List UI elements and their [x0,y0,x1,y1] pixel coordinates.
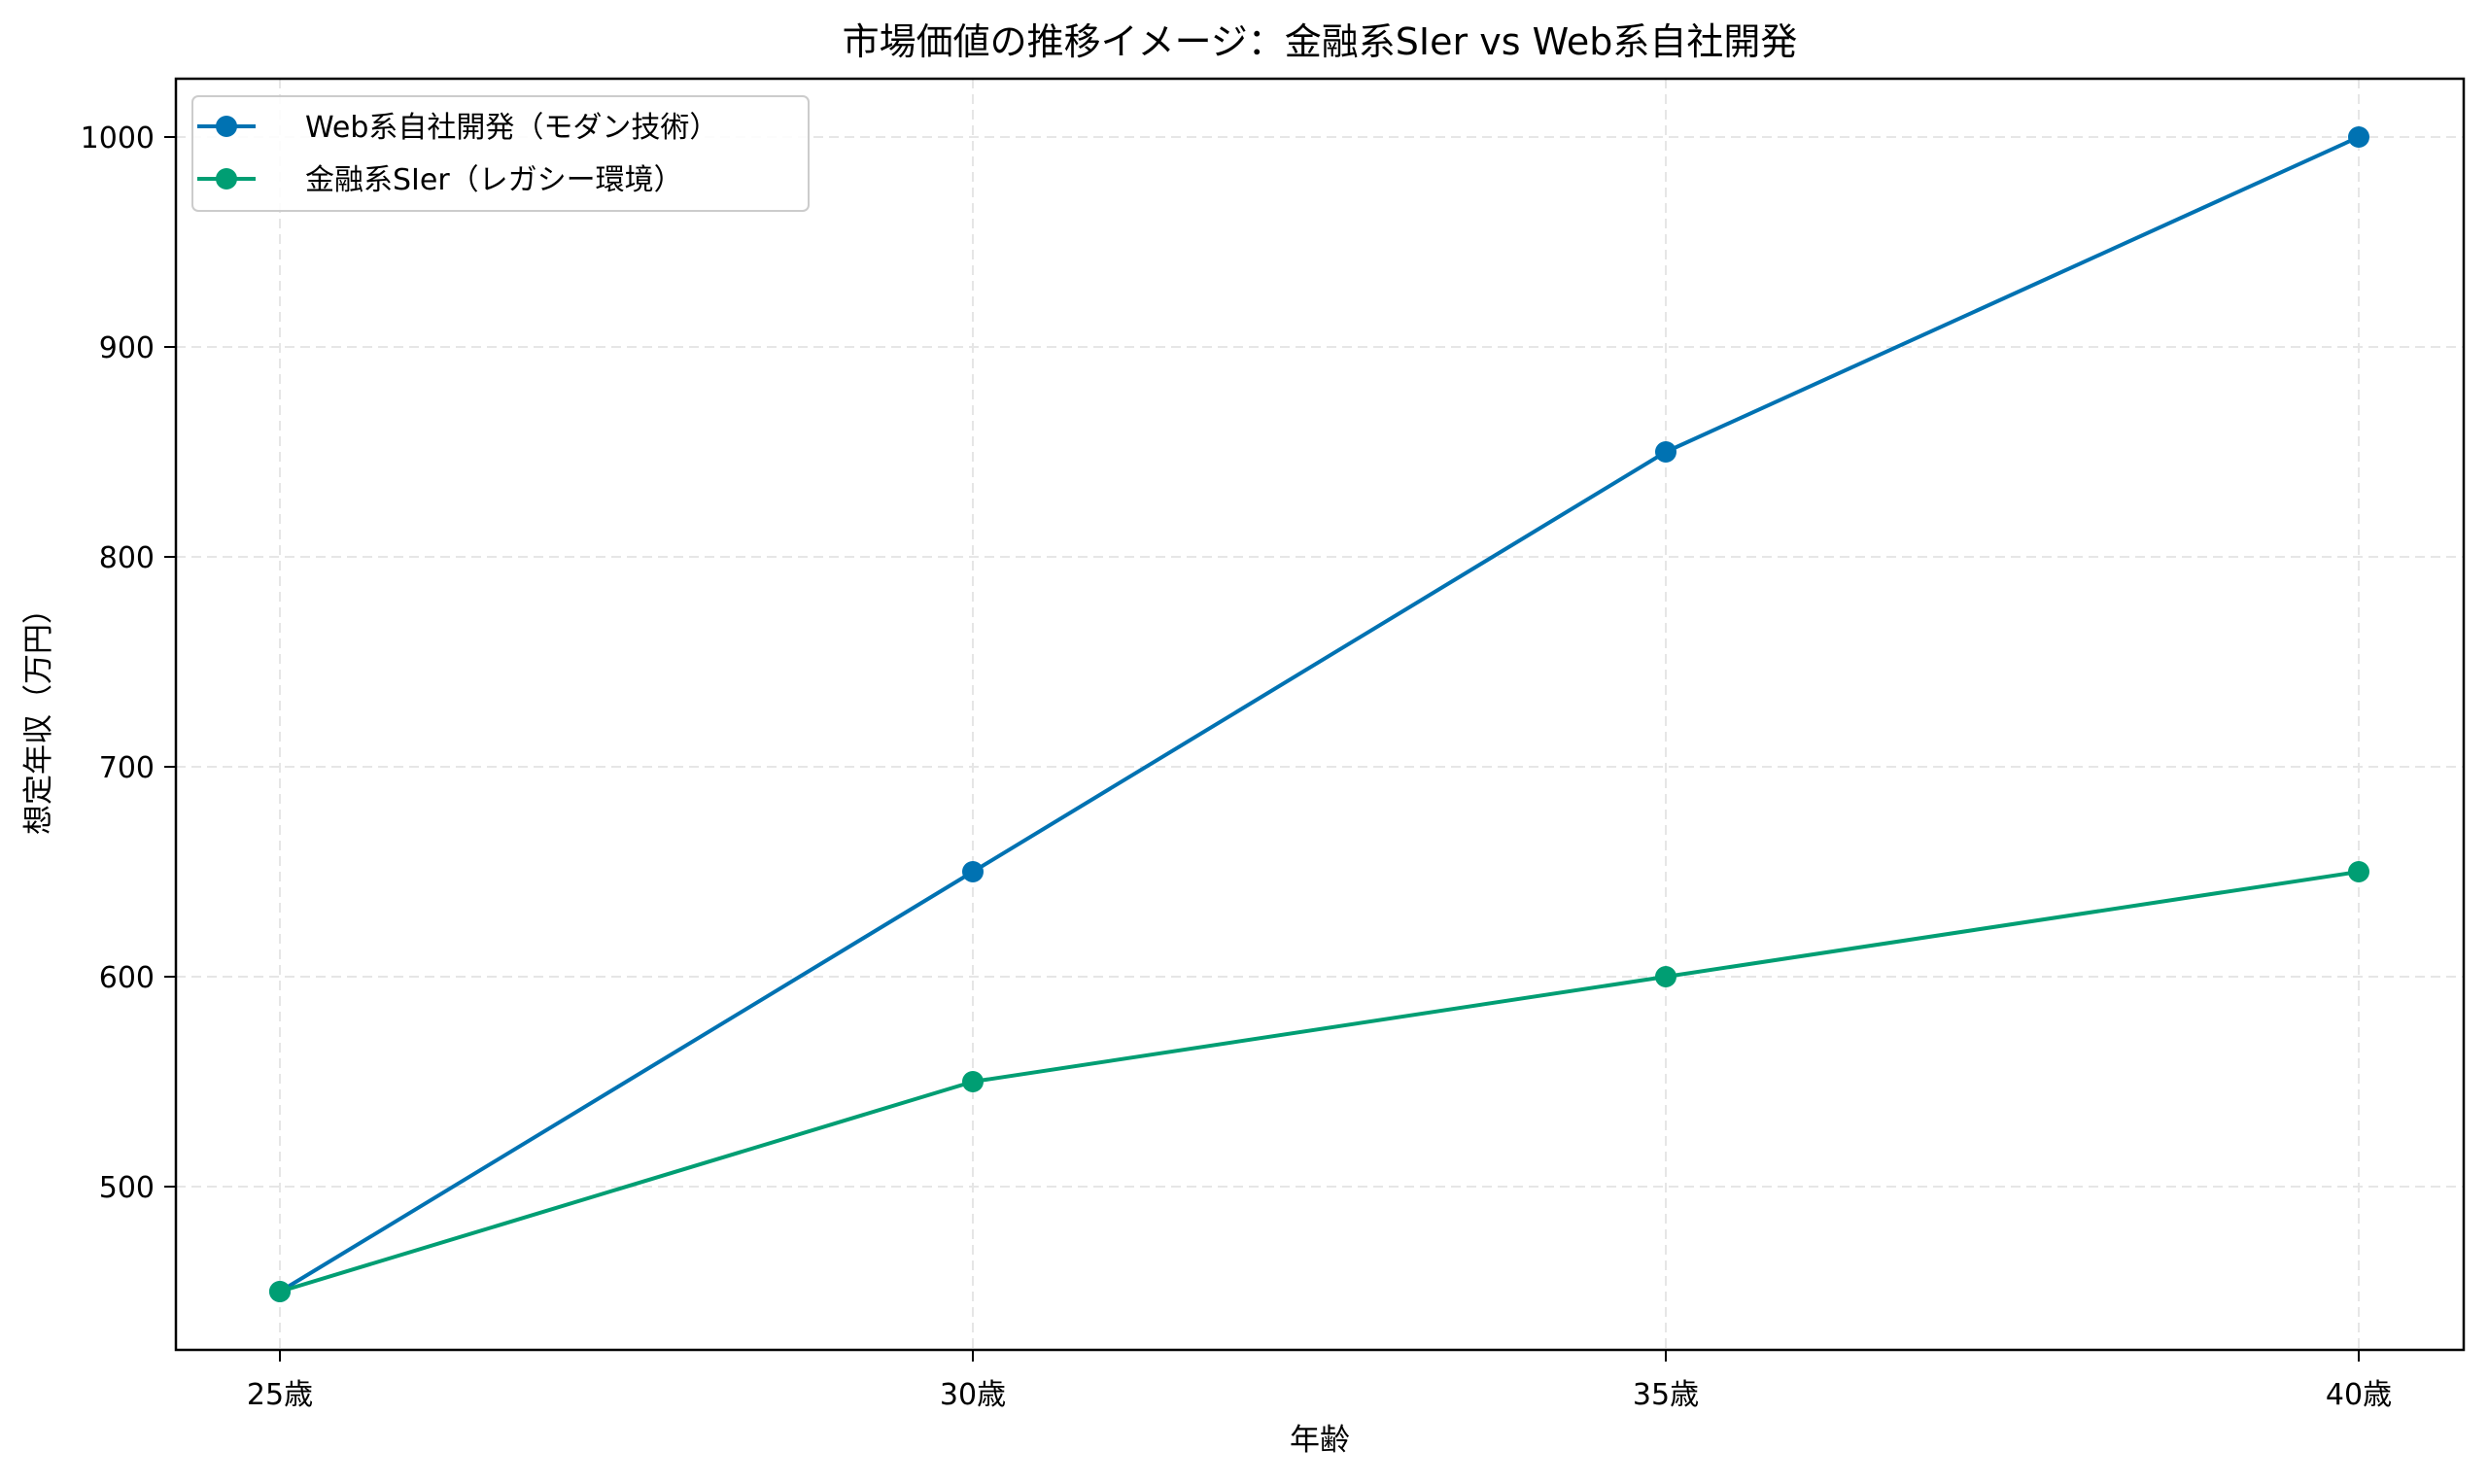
data-point-marker [2348,861,2369,882]
x-axis-label: 年齢 [1290,1423,1350,1458]
data-point-marker [2348,126,2369,148]
grid-lines [176,79,2464,1350]
legend-marker-web-icon [216,116,237,137]
legend-label-web: Web系自社開発（モダン技術） [305,111,718,145]
y-tick-label: 600 [99,961,155,995]
x-tick-label: 35歳 [1633,1378,1699,1412]
data-point-marker [1655,441,1676,463]
series-line-1 [279,870,2360,1294]
legend-marker-sier-icon [216,168,237,190]
axes-frame [174,77,2466,1352]
x-tick-label: 25歳 [247,1378,313,1412]
legend: Web系自社開発（モダン技術） 金融系SIer（レガシー環境） [191,95,810,212]
data-point-marker [962,1071,984,1092]
y-tick-label: 1000 [81,121,155,155]
x-axis-ticks: 25歳 30歳 35歳 40歳 [247,1350,2392,1412]
y-tick-label: 800 [99,541,155,575]
data-point-marker [1655,966,1676,987]
series-line-0 [278,135,2360,1294]
chart-title: 市場価値の推移イメージ：金融系SIer vs Web系自社開発 [843,20,1798,63]
x-tick-label: 30歳 [940,1378,1006,1412]
y-tick-label: 500 [99,1171,155,1205]
data-point-marker [962,861,984,882]
x-tick-label: 40歳 [2326,1378,2392,1412]
legend-label-sier: 金融系SIer（レガシー環境） [305,163,683,197]
y-tick-label: 900 [99,331,155,365]
y-axis-ticks: 500 600 700 800 900 1000 [81,121,176,1205]
y-axis-label: 想定年収（万円） [21,594,56,835]
legend-box [191,95,810,212]
legend-item-web: Web系自社開発（モダン技術） [197,111,718,145]
legend-item-sier: 金融系SIer（レガシー環境） [197,163,683,197]
y-tick-label: 700 [99,751,155,785]
series-layer [269,126,2369,1302]
data-point-marker [269,1281,291,1302]
